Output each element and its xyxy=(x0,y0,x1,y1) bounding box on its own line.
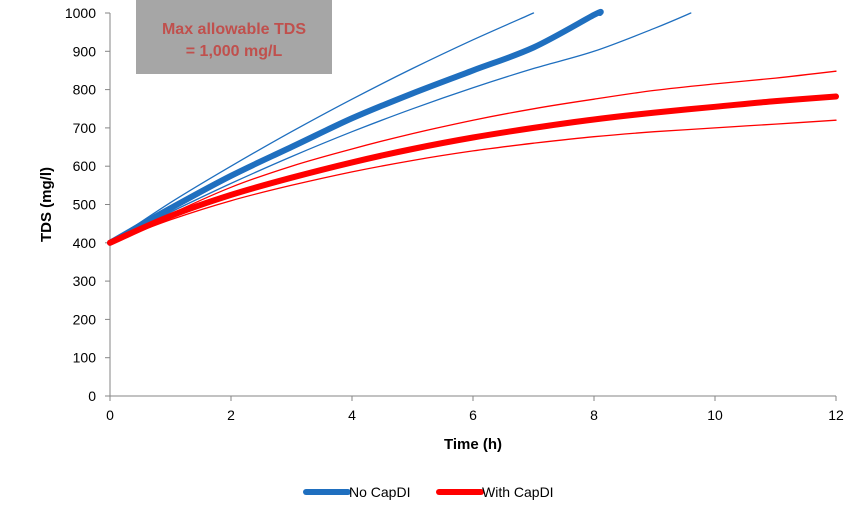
annotation-box xyxy=(136,0,332,74)
x-tick-label: 6 xyxy=(469,407,477,423)
no-capdi-series-line xyxy=(107,8,604,246)
y-tick-label: 500 xyxy=(73,197,97,213)
y-tick-label: 200 xyxy=(73,311,97,327)
no-capdi-bound-line xyxy=(109,12,692,244)
annotation-line-2: = 1,000 mg/L xyxy=(186,43,283,60)
x-tick-label: 4 xyxy=(348,407,356,423)
y-tick-label: 600 xyxy=(73,158,97,174)
y-tick-label: 0 xyxy=(88,388,96,404)
x-axis-title: Time (h) xyxy=(444,436,502,453)
series-layer xyxy=(107,8,839,246)
x-tick-label: 0 xyxy=(106,407,114,423)
no-capdi-bound-line xyxy=(109,12,535,244)
y-tick-label: 700 xyxy=(73,120,97,136)
y-tick-label: 100 xyxy=(73,350,97,366)
legend-label-no-capdi: No CapDI xyxy=(349,484,410,500)
with-capdi-bound-line xyxy=(109,119,837,244)
y-tick-label: 800 xyxy=(73,82,97,98)
with-capdi-bound-line xyxy=(109,70,837,244)
y-axis-title: TDS (mg/l) xyxy=(38,167,55,242)
annotation-line-1: Max allowable TDS xyxy=(162,21,306,38)
x-tick-label: 12 xyxy=(828,407,844,423)
max-tds-annotation: Max allowable TDS = 1,000 mg/L xyxy=(136,0,332,74)
y-tick-label: 900 xyxy=(73,43,97,59)
y-tick-label: 400 xyxy=(73,235,97,251)
with-capdi-series-line xyxy=(107,93,839,246)
x-tick-label: 2 xyxy=(227,407,235,423)
axes: 0 100 200 300 400 500 600 700 800 900 1000 0 2 4 6 8 10 1… xyxy=(65,5,844,423)
y-tick-label: 1000 xyxy=(65,5,96,21)
legend: No CapDI With CapDI xyxy=(303,484,554,500)
y-tick-label: 300 xyxy=(73,273,97,289)
x-tick-label: 8 xyxy=(590,407,598,423)
x-tick-label: 10 xyxy=(707,407,723,423)
legend-label-with-capdi: With CapDI xyxy=(482,484,554,500)
